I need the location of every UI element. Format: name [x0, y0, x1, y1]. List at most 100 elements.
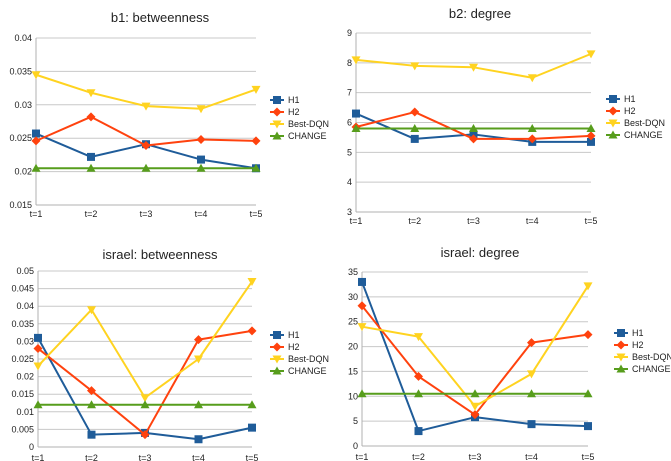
x-tick-label: t=4: [526, 216, 539, 226]
x-tick-label: t=5: [246, 453, 259, 461]
data-point-h2: [141, 141, 151, 151]
data-point-change: [414, 389, 423, 398]
x-tick-label: t=1: [30, 209, 43, 219]
legend-marker: [272, 342, 282, 352]
y-tick-label: 6: [347, 118, 352, 128]
x-tick-label: t=5: [582, 452, 595, 461]
data-point-change: [527, 123, 537, 132]
data-point-h1: [194, 435, 203, 444]
legend-label: CHANGE: [624, 130, 663, 140]
legend-label: Best-DQN: [632, 352, 671, 362]
y-tick-label: 0.02: [14, 167, 32, 177]
y-tick-label: 0.04: [16, 301, 34, 311]
data-point-change: [351, 123, 361, 132]
legend-marker: [617, 329, 625, 337]
x-tick-label: t=2: [85, 209, 98, 219]
data-point-h1: [358, 277, 366, 286]
data-point-best-dqn: [31, 71, 41, 80]
y-tick-label: 3: [347, 207, 352, 217]
y-tick-label: 10: [348, 391, 358, 401]
data-point-h1: [587, 137, 595, 146]
legend-marker: [272, 366, 282, 375]
data-point-change: [87, 400, 96, 409]
data-point-h1: [527, 420, 536, 429]
legend-marker: [609, 95, 617, 103]
legend-label: H2: [624, 106, 636, 116]
x-tick-label: t=3: [467, 216, 480, 226]
data-point-best-dqn: [140, 394, 150, 403]
data-point-change: [586, 123, 596, 132]
data-point-change: [141, 163, 151, 172]
data-point-h2: [414, 371, 423, 381]
legend-marker: [616, 364, 626, 373]
legend-label: H1: [288, 330, 300, 340]
data-point-h2: [196, 135, 206, 145]
data-point-h1: [352, 109, 360, 118]
data-point-h2: [357, 301, 367, 311]
data-point-h2: [527, 338, 536, 348]
legend-marker: [608, 106, 618, 116]
x-tick-label: t=3: [469, 452, 482, 461]
data-point-best-dqn: [351, 56, 361, 65]
x-tick-label: t=2: [412, 452, 425, 461]
data-point-h2: [31, 136, 41, 146]
series-line-h1: [37, 337, 253, 441]
data-point-h1: [410, 134, 419, 143]
legend-label: H1: [632, 328, 644, 338]
data-point-change: [469, 123, 478, 132]
legend-label: H2: [632, 340, 644, 350]
legend-marker: [616, 353, 626, 362]
legend: H1 H2 Best-DQN CHANGE: [270, 95, 329, 141]
legend-label: Best-DQN: [288, 354, 329, 364]
x-tick-label: t=1: [350, 216, 363, 226]
y-tick-label: 0.035: [11, 319, 34, 329]
y-tick-label: 0.035: [9, 66, 32, 76]
data-point-change: [357, 389, 367, 398]
data-point-best-dqn: [86, 89, 96, 98]
x-tick-label: t=4: [192, 453, 205, 461]
y-tick-label: 20: [348, 342, 358, 352]
chart-title: israel: betweenness: [103, 247, 218, 262]
legend-label: CHANGE: [288, 366, 327, 376]
data-point-best-dqn: [410, 62, 420, 71]
y-tick-label: 0.03: [14, 100, 32, 110]
x-tick-label: t=4: [195, 209, 208, 219]
y-tick-label: 0.025: [9, 133, 32, 143]
chart-panel-4: israel: degree 0 5 10 15 20 25 30 35 t=1 t=2 t=3 t=4…: [348, 245, 671, 461]
x-tick-label: t=5: [585, 216, 598, 226]
legend-marker: [608, 130, 618, 139]
data-point-change: [194, 400, 203, 409]
legend-marker: [273, 331, 281, 339]
data-point-change: [196, 163, 206, 172]
data-point-h2: [583, 330, 593, 340]
y-tick-label: 4: [347, 177, 352, 187]
data-point-best-dqn: [141, 102, 151, 111]
data-point-best-dqn: [251, 85, 261, 94]
data-point-best-dqn: [196, 105, 206, 114]
data-point-best-dqn: [247, 278, 257, 287]
legend-label: H1: [288, 95, 300, 105]
data-point-best-dqn: [469, 63, 478, 72]
data-point-best-dqn: [527, 370, 536, 379]
legend-label: H2: [288, 342, 300, 352]
x-tick-label: t=2: [85, 453, 98, 461]
series-line-best-dqn: [37, 280, 253, 399]
legend-label: Best-DQN: [624, 118, 665, 128]
x-tick-label: t=5: [250, 209, 263, 219]
y-tick-label: 35: [348, 267, 358, 277]
legend-label: H1: [624, 94, 636, 104]
y-tick-label: 0.01: [16, 407, 34, 417]
series-line-h1: [35, 132, 257, 170]
data-point-best-dqn: [527, 74, 537, 83]
y-tick-label: 0.015: [9, 200, 32, 210]
data-point-h2: [469, 134, 478, 144]
chart-title: b1: betweenness: [111, 10, 210, 25]
x-tick-label: t=1: [356, 452, 369, 461]
data-point-h2: [586, 131, 596, 141]
data-point-best-dqn: [87, 306, 96, 315]
data-point-change: [583, 389, 593, 398]
y-tick-label: 0.03: [16, 336, 34, 346]
data-point-change: [527, 389, 536, 398]
y-tick-label: 7: [347, 88, 352, 98]
